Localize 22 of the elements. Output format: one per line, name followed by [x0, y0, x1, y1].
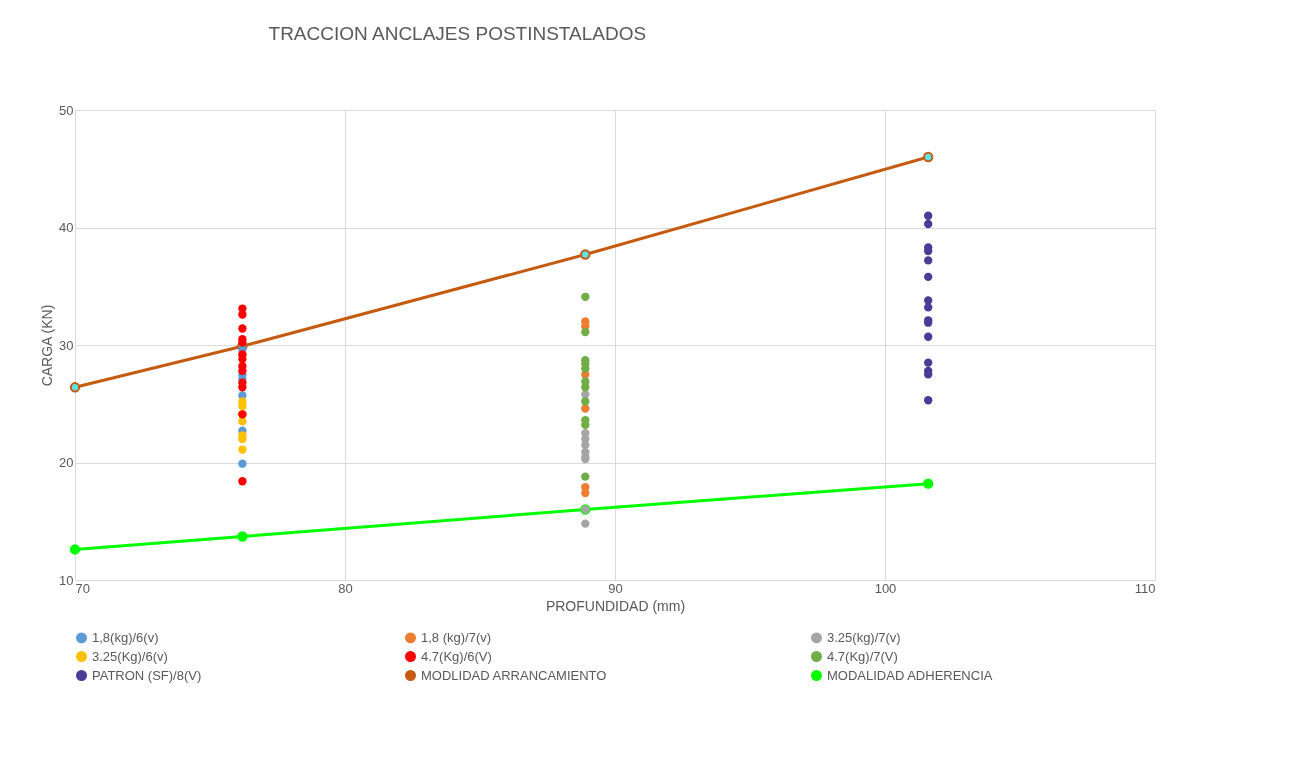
legend-label: 3.25(kg)/7(v) [827, 629, 901, 645]
x-tick-label: 100 [874, 580, 897, 596]
legend-label: 4.7(Kg)/6(V) [421, 648, 492, 664]
x-tick-label: 110 [1134, 580, 1156, 596]
legend-label: 1,8(kg)/6(v) [92, 629, 159, 645]
x-tick-label: 90 [608, 580, 623, 596]
y-axis-title: CARGA (KN) [39, 304, 56, 387]
y-tick-label: 40 [59, 220, 74, 235]
y-tick-label: 20 [59, 455, 74, 470]
legend-label: PATRON (SF)/8(V) [92, 667, 202, 683]
y-tick-label: 10 [59, 572, 74, 588]
legend-label: 4.7(Kg)/7(V) [827, 648, 898, 664]
x-tick-label: 80 [338, 580, 353, 596]
x-tick-label: 70 [75, 580, 90, 596]
x-axis-title: PROFUNDIDAD (mm) [545, 597, 686, 614]
legend-label: MODALIDAD ADHERENCIA [827, 667, 993, 683]
y-tick-label: 50 [59, 102, 74, 118]
chart-title: TRACCION ANCLAJES POSTINSTALADOS [268, 23, 647, 44]
legend-label: MODLIDAD ARRANCAMIENTO [421, 667, 607, 683]
legend-label: 3.25(Kg)/6(v) [92, 648, 168, 664]
legend-label: 1,8 (kg)/7(v) [421, 629, 492, 645]
y-tick-label: 30 [59, 337, 74, 353]
